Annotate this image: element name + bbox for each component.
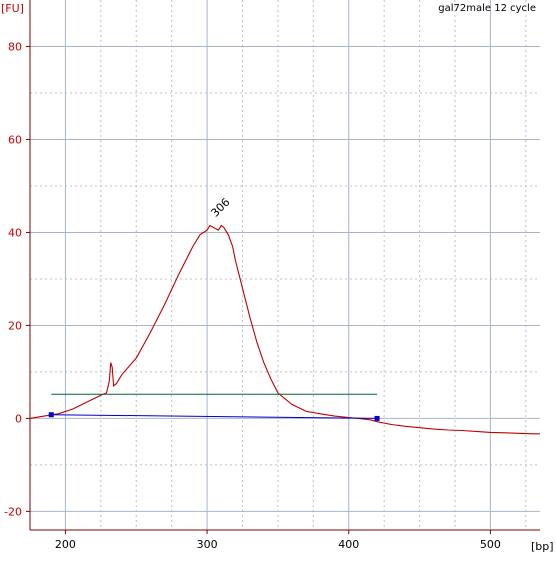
peak-label: 306: [209, 196, 233, 220]
baseline-marker: [48, 412, 54, 418]
axes: [26, 0, 540, 534]
y-tick-label: 20: [8, 319, 22, 332]
series-layer: [29, 224, 540, 435]
labels: -20 0 20 40 60 80 200 300 400 500 [FU] [bp] gal72mal…: [1, 2, 554, 553]
baseline-marker: [374, 415, 380, 421]
x-tick-label: 300: [197, 538, 218, 551]
y-axis-label: [FU]: [1, 2, 24, 15]
electropherogram-line: [29, 224, 540, 435]
y-tick-label: -20: [4, 505, 22, 518]
x-tick-label: 200: [55, 538, 76, 551]
x-tick-label: 500: [480, 538, 501, 551]
grid: [29, 0, 540, 530]
y-tick-label: 80: [8, 40, 22, 53]
y-tick-label: 60: [8, 133, 22, 146]
baseline-line: [51, 414, 378, 419]
y-tick-label: 0: [15, 412, 22, 425]
chart-title: gal72male 12 cycle: [438, 3, 536, 14]
y-tick-label: 40: [8, 226, 22, 239]
x-axis-label: [bp]: [531, 540, 554, 553]
x-tick-label: 400: [338, 538, 359, 551]
